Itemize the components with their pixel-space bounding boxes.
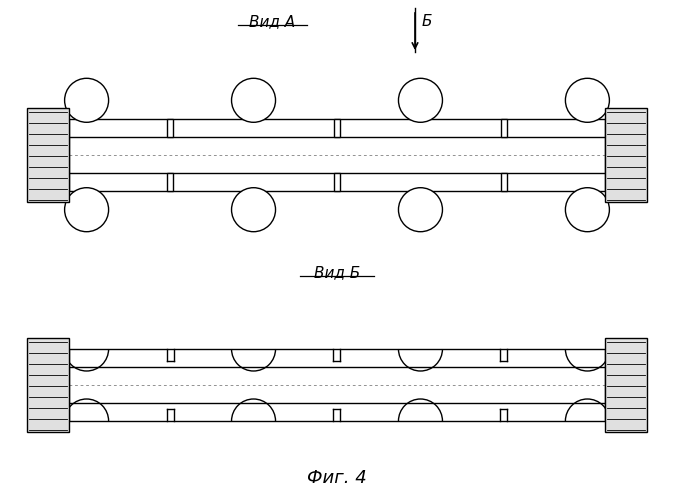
- Circle shape: [232, 78, 275, 122]
- Bar: [69, 367, 605, 403]
- Bar: [69, 119, 605, 191]
- Text: Фиг. 4: Фиг. 4: [307, 469, 367, 487]
- Text: Вид Б: Вид Б: [314, 265, 360, 280]
- Circle shape: [566, 188, 610, 232]
- Bar: [27, 338, 69, 432]
- Bar: [167, 119, 173, 137]
- Text: Б: Б: [422, 14, 433, 29]
- Circle shape: [398, 78, 443, 122]
- Bar: [69, 349, 605, 421]
- Circle shape: [65, 188, 109, 232]
- Bar: [605, 338, 647, 432]
- Bar: [605, 108, 647, 202]
- Text: Вид А: Вид А: [249, 14, 295, 29]
- Circle shape: [566, 78, 610, 122]
- Circle shape: [65, 78, 109, 122]
- Bar: [27, 108, 69, 202]
- Circle shape: [232, 188, 275, 232]
- Bar: [501, 173, 507, 191]
- Bar: [501, 119, 507, 137]
- Bar: [69, 137, 605, 173]
- Bar: [334, 173, 340, 191]
- Bar: [334, 119, 340, 137]
- Circle shape: [398, 188, 443, 232]
- Bar: [167, 173, 173, 191]
